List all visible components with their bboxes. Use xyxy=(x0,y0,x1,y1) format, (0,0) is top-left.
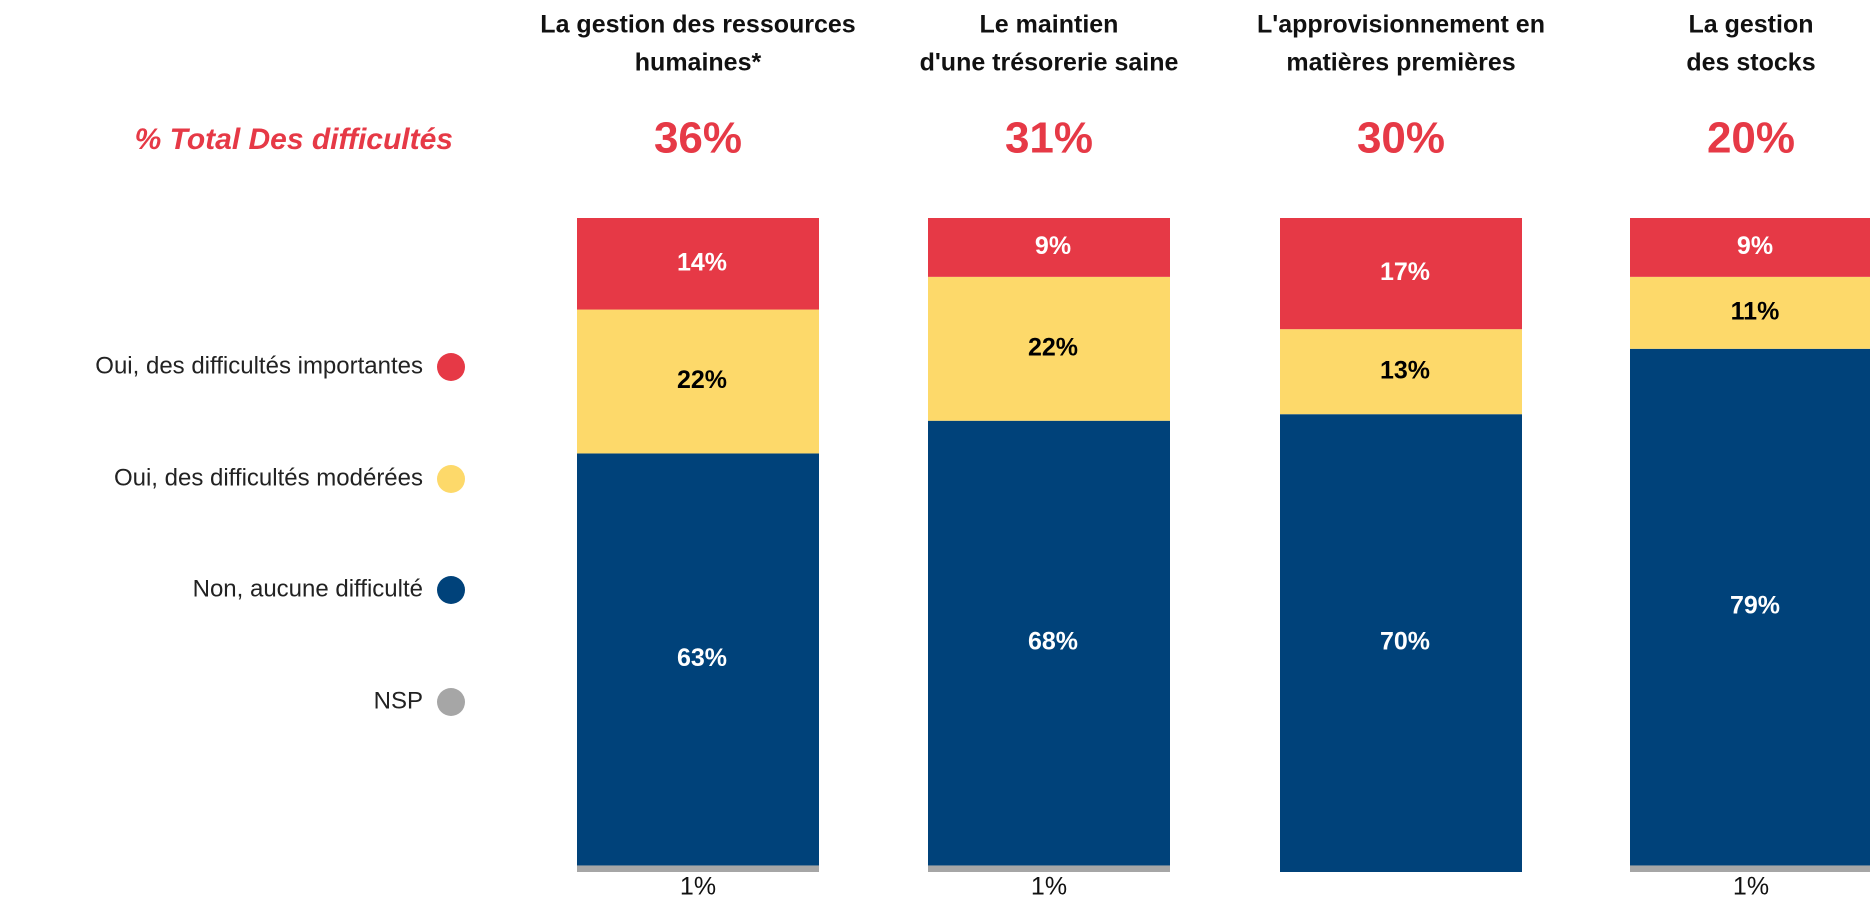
data-label: 68% xyxy=(1028,628,1078,656)
data-label: 13% xyxy=(1380,356,1430,384)
bar-segment xyxy=(928,276,1170,421)
legend-label: Non, aucune difficulté xyxy=(193,575,423,602)
data-label: 1% xyxy=(680,873,716,901)
legend-label: Oui, des difficultés importantes xyxy=(95,352,423,379)
bar-segment xyxy=(577,309,819,454)
legend-marker xyxy=(437,576,465,604)
legend-marker xyxy=(437,465,465,493)
bar-segment xyxy=(1280,414,1522,872)
category-title: d'une trésorerie saine xyxy=(920,49,1179,77)
bar-segment xyxy=(928,420,1170,866)
data-label: 9% xyxy=(1035,232,1071,260)
bar-segment xyxy=(1630,348,1870,866)
category-title: Le maintien xyxy=(980,11,1119,39)
bar-segment xyxy=(577,453,819,866)
data-label: 11% xyxy=(1731,297,1780,325)
legend-label: Oui, des difficultés modérées xyxy=(114,464,423,491)
category-title: des stocks xyxy=(1686,49,1815,77)
data-label: 1% xyxy=(1031,873,1067,901)
total-value: 30% xyxy=(1357,114,1445,163)
data-label: 70% xyxy=(1380,628,1430,656)
bar-segment xyxy=(1630,865,1870,872)
bar-segment xyxy=(577,218,819,310)
totals-label: % Total Des difficultés xyxy=(135,123,453,156)
bar-segment xyxy=(1280,218,1522,330)
total-value: 36% xyxy=(654,114,742,163)
category-title: humaines* xyxy=(635,49,762,77)
total-value: 20% xyxy=(1707,114,1795,163)
data-label: 63% xyxy=(677,644,727,672)
data-label: 22% xyxy=(677,366,727,394)
bar-segment xyxy=(1630,276,1870,349)
bar-segment xyxy=(928,865,1170,872)
bar-segment xyxy=(1630,218,1870,277)
total-value: 31% xyxy=(1005,114,1093,163)
category-title: matières premières xyxy=(1286,49,1515,77)
category-title: La gestion xyxy=(1688,11,1813,39)
data-label: 22% xyxy=(1028,333,1078,361)
bar-segment xyxy=(1280,329,1522,415)
data-label: 79% xyxy=(1730,592,1780,620)
data-label: 17% xyxy=(1380,258,1430,286)
legend-label: NSP xyxy=(374,687,423,714)
bar-segment xyxy=(928,218,1170,277)
data-label: 1% xyxy=(1733,873,1769,901)
legend-marker xyxy=(437,353,465,381)
data-label: 9% xyxy=(1737,232,1773,260)
category-title: La gestion des ressources xyxy=(540,11,855,39)
data-label: 14% xyxy=(677,248,727,276)
legend-marker xyxy=(437,688,465,716)
bar-segment xyxy=(577,865,819,872)
category-title: L'approvisionnement en xyxy=(1257,11,1545,39)
